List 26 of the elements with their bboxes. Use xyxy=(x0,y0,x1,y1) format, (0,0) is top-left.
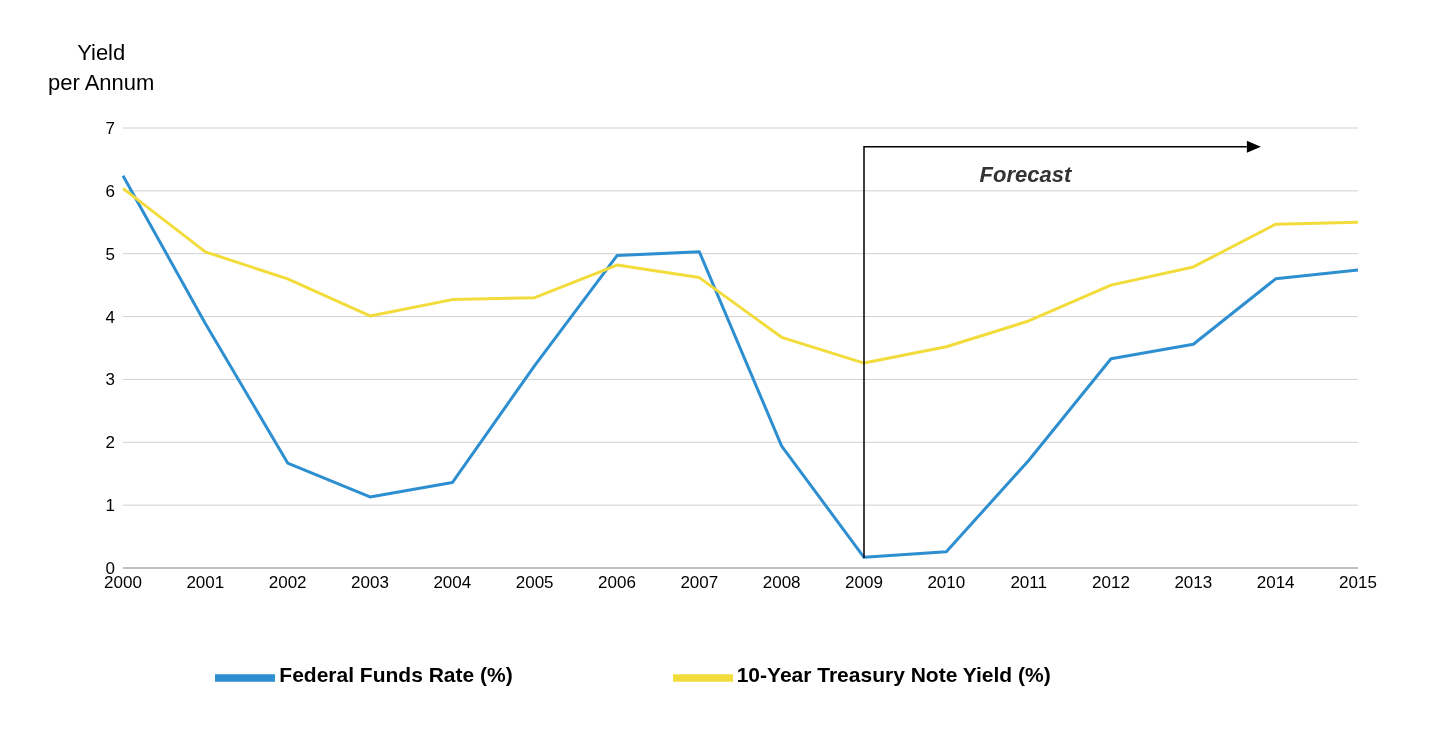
x-tick-label: 2012 xyxy=(1092,573,1130,593)
x-tick-label: 2004 xyxy=(433,573,472,593)
y-tick-label: 2 xyxy=(105,433,115,453)
x-tick-label: 2006 xyxy=(598,573,636,593)
y-axis-title: Yield per Annum xyxy=(48,39,155,97)
x-tick-label: 2011 xyxy=(1010,573,1047,593)
y-tick-label: 4 xyxy=(105,307,115,327)
y-tick-label: 1 xyxy=(105,496,115,516)
x-tick-label: 2008 xyxy=(762,573,801,593)
x-tick-label: 2010 xyxy=(927,573,966,593)
ref-line-label: Forecast xyxy=(979,161,1073,187)
y-tick-label: 3 xyxy=(105,370,115,390)
y-tick-label: 7 xyxy=(105,119,115,139)
x-tick-label: 2005 xyxy=(515,573,554,593)
x-tick-label: 2001 xyxy=(186,573,225,593)
x-tick-label: 2007 xyxy=(680,573,719,593)
legend-label: 10-Year Treasury Note Yield (%) xyxy=(736,663,1051,687)
x-tick-label: 2003 xyxy=(351,573,389,593)
y-tick-label: 5 xyxy=(105,244,115,264)
x-tick-label: 2009 xyxy=(845,573,883,593)
x-tick-label: 2013 xyxy=(1174,573,1213,593)
x-tick-label: 2014 xyxy=(1256,573,1295,593)
x-tick-label: 2002 xyxy=(268,573,307,593)
y-tick-label: 6 xyxy=(105,181,115,201)
x-tick-label: 2015 xyxy=(1339,573,1377,593)
legend-label: Federal Funds Rate (%) xyxy=(279,663,513,687)
